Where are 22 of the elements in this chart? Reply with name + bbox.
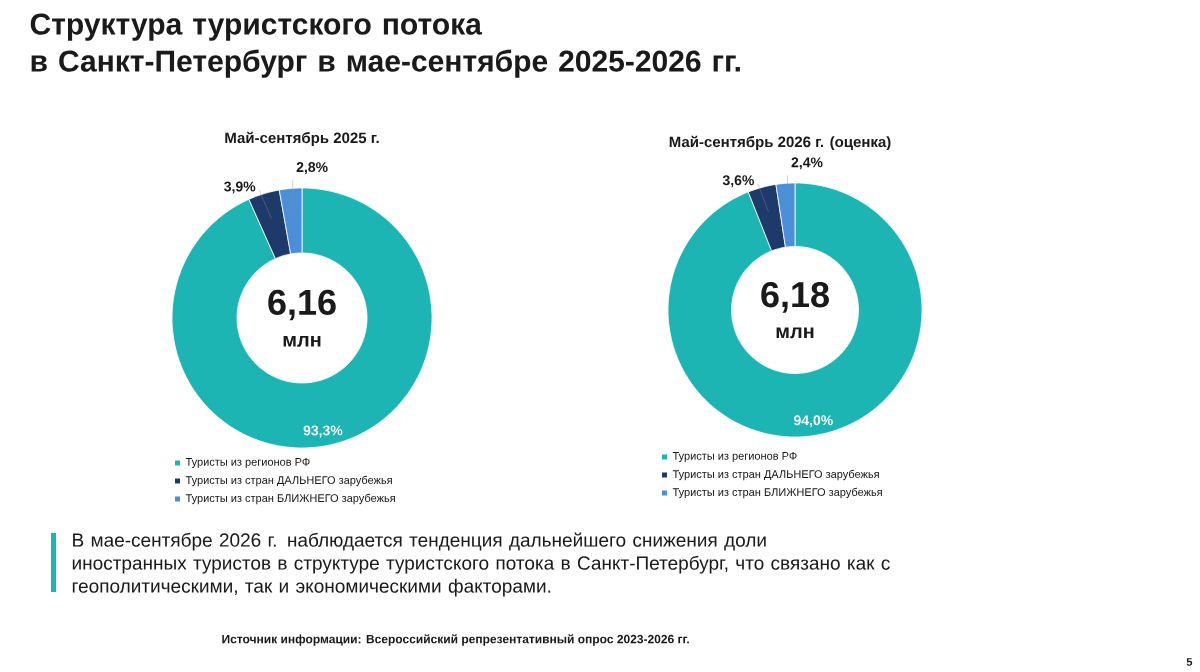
text: Источник информации: Всероссийский репрезентативный опрос 2023-2026 гг.	[222, 634, 689, 646]
text: В мае-сентябре 2026 г. наблюдается тенденция дальнейшего снижения доли иностранных туристов в структуре туристского потока в Санкт-Петербург, что связано как с геополитическими, так и экономическими факторами.	[72, 532, 890, 597]
legend-label: Туристы из стран БЛИЖНЕГО зарубежья	[185, 493, 395, 505]
data-label: 94,0%	[793, 415, 833, 428]
data-label: 3,6%	[722, 175, 754, 188]
text: 5	[1186, 658, 1193, 666]
text: 6,18	[761, 281, 829, 313]
legend-label: Туристы из регионов РФ	[672, 452, 797, 462]
chart-subtitle: Май-сентябрь 2025 г.	[225, 131, 379, 147]
data-label: 3,9%	[224, 181, 256, 194]
data-label: 2,4%	[791, 157, 823, 170]
chart-title: Структура туристского потока в Санкт-Петербург в мае-сентябре 2025-2026 гг.	[30, 13, 740, 78]
data-label: 93,3%	[303, 425, 343, 438]
data-label: 2,8%	[296, 162, 328, 175]
chart-subtitle: Май-сентябрь 2026 г. (оценка)	[669, 135, 891, 151]
legend-label: Туристы из стран ДАЛЬНЕГО зарубежья	[672, 469, 879, 481]
legend-label: Туристы из стран ДАЛЬНЕГО зарубежья	[185, 475, 392, 487]
text: млн	[283, 336, 321, 347]
legend-label: Туристы из регионов РФ	[185, 458, 310, 468]
text: млн	[776, 327, 814, 339]
legend-label: Туристы из стран БЛИЖНЕГО зарубежья	[672, 487, 882, 499]
text: 6,16	[268, 289, 336, 321]
